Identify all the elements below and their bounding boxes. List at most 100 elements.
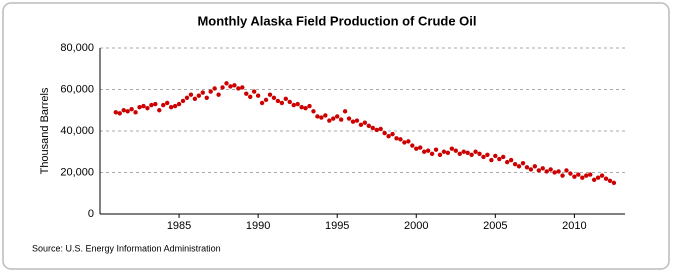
point <box>406 139 411 144</box>
point <box>267 92 273 97</box>
point <box>580 175 585 180</box>
point <box>117 111 122 116</box>
point <box>153 101 158 107</box>
y-tick-label: 40,000 <box>60 125 94 137</box>
point <box>433 147 439 152</box>
point <box>327 118 332 123</box>
point <box>489 157 494 163</box>
point <box>168 104 174 110</box>
point <box>418 145 423 150</box>
point <box>394 136 399 141</box>
point <box>196 93 202 98</box>
point <box>445 150 451 155</box>
point <box>236 86 241 91</box>
point <box>263 97 269 103</box>
point <box>568 171 573 176</box>
point <box>497 156 502 162</box>
point <box>232 83 237 88</box>
point <box>441 149 447 154</box>
point <box>386 133 391 139</box>
point <box>354 118 360 123</box>
point <box>481 154 486 160</box>
point <box>588 172 593 177</box>
point <box>572 174 577 179</box>
point <box>453 148 458 153</box>
point <box>149 102 154 108</box>
point <box>398 137 403 142</box>
point <box>212 86 217 91</box>
point <box>172 103 178 109</box>
point <box>374 127 379 133</box>
point <box>540 166 545 171</box>
point <box>137 104 142 110</box>
x-tick-label: 1985 <box>167 220 191 232</box>
point <box>362 120 368 125</box>
point <box>425 148 431 153</box>
point <box>323 113 328 118</box>
point <box>556 169 561 174</box>
point <box>113 110 119 115</box>
point <box>157 108 162 113</box>
x-tick-label: 2010 <box>562 220 586 232</box>
point <box>477 151 482 157</box>
point <box>295 101 300 107</box>
point <box>437 152 443 158</box>
point <box>133 110 138 115</box>
point <box>334 114 340 119</box>
point <box>501 154 506 160</box>
point <box>315 114 320 119</box>
point <box>307 103 312 109</box>
point <box>311 109 316 114</box>
point <box>524 165 530 170</box>
point <box>279 100 285 106</box>
point <box>244 91 249 96</box>
x-tick-label: 2000 <box>404 220 428 232</box>
point <box>402 140 407 145</box>
point <box>532 164 538 169</box>
point <box>303 105 308 111</box>
point <box>165 100 170 106</box>
point <box>421 149 427 154</box>
point <box>382 130 387 136</box>
point <box>469 152 474 158</box>
point <box>544 169 549 174</box>
y-axis-label: Thousand Barrels <box>39 87 51 174</box>
point <box>331 116 336 121</box>
point <box>200 90 205 95</box>
point <box>504 159 510 165</box>
point <box>528 167 534 172</box>
point <box>358 122 364 127</box>
point <box>584 173 589 178</box>
x-tick-label: 1995 <box>325 220 349 232</box>
point <box>184 95 190 101</box>
point <box>240 85 245 90</box>
point <box>473 149 478 154</box>
point <box>188 92 194 97</box>
point <box>161 102 166 108</box>
point <box>248 94 253 99</box>
point <box>204 95 209 101</box>
point <box>599 173 605 178</box>
point <box>287 99 292 105</box>
point <box>414 146 419 151</box>
point <box>564 168 569 173</box>
point <box>342 109 348 114</box>
point <box>259 100 265 106</box>
point <box>595 175 601 180</box>
point <box>591 177 597 182</box>
point <box>180 98 186 104</box>
y-tick-label: 80,000 <box>60 42 94 54</box>
point <box>224 81 229 86</box>
point <box>465 150 470 155</box>
point <box>141 103 146 109</box>
point <box>611 180 617 186</box>
point <box>291 102 296 108</box>
point <box>228 84 233 89</box>
y-tick-label: 60,000 <box>60 83 94 95</box>
point <box>508 157 514 163</box>
point <box>410 143 415 148</box>
point <box>603 176 609 181</box>
point <box>319 115 324 120</box>
point <box>350 119 356 124</box>
point <box>251 89 257 94</box>
